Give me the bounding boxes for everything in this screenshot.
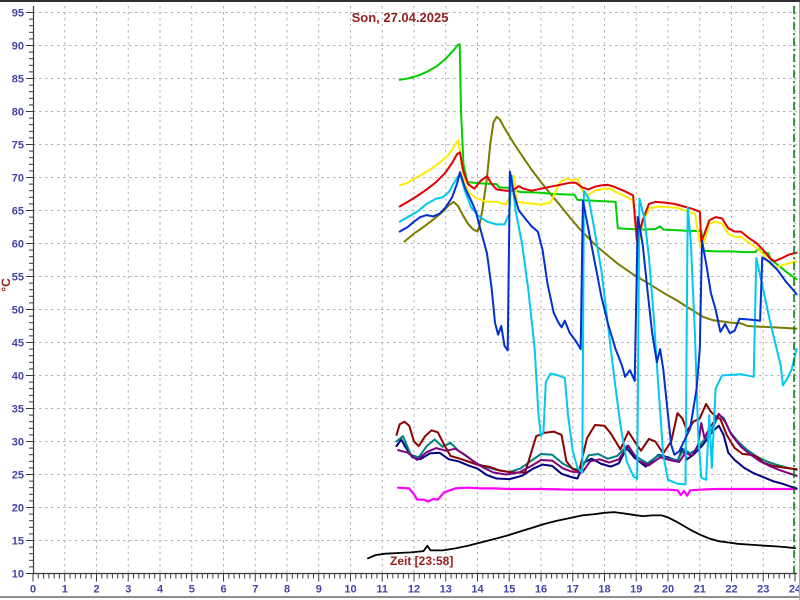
x-tick-label: 24	[789, 584, 800, 596]
x-tick-label: 21	[694, 584, 706, 596]
x-tick-label: 20	[662, 584, 674, 596]
x-tick-label: 6	[220, 584, 226, 596]
series-cyan-curve	[398, 172, 798, 486]
chart-title: Son, 27.04.2025	[351, 10, 449, 25]
x-tick-label: 0	[30, 584, 36, 596]
y-tick-label: 70	[12, 173, 24, 185]
tick-marks	[26, 12, 796, 582]
window-bottom-edge	[0, 596, 800, 598]
y-tick-label: 80	[12, 107, 24, 119]
x-tick-label: 8	[284, 584, 290, 596]
x-tick-label: 3	[125, 584, 131, 596]
x-tick-label: 4	[157, 584, 164, 596]
x-tick-label: 15	[503, 584, 515, 596]
y-tick-label: 35	[12, 404, 24, 416]
x-tick-label: 16	[535, 584, 547, 596]
y-tick-label: 90	[12, 41, 24, 53]
series-group	[367, 43, 798, 560]
x-tick-label: 14	[471, 584, 484, 596]
y-tick-label: 40	[12, 371, 24, 383]
y-tick-label: 15	[12, 536, 24, 548]
series-green-curve	[398, 43, 798, 281]
y-tick-label: 30	[12, 437, 24, 449]
series-yellow-curve	[398, 138, 798, 269]
x-tick-label: 2	[93, 584, 99, 596]
axes	[32, 6, 797, 575]
x-tick-label: 1	[62, 584, 68, 596]
x-tick-label: 11	[376, 584, 388, 596]
series-black-lower-curve	[367, 511, 796, 560]
y-tick-label: 75	[12, 140, 24, 152]
x-tick-label: 18	[598, 584, 610, 596]
x-tick-label: 12	[408, 584, 420, 596]
x-tick-label: 5	[189, 584, 195, 596]
y-tick-label: 55	[12, 272, 24, 284]
y-tick-label: 65	[12, 206, 24, 218]
series-teal-band	[395, 414, 798, 473]
x-tick-label: 13	[440, 584, 452, 596]
y-tick-label: 20	[12, 503, 24, 515]
x-tick-label: 22	[725, 584, 737, 596]
y-axis-unit-label: °C	[0, 278, 13, 292]
y-tick-label: 50	[12, 305, 24, 317]
series-red-curve	[398, 151, 798, 263]
grid-lines	[33, 6, 797, 574]
y-tick-label: 60	[12, 239, 24, 251]
x-tick-label: 10	[344, 584, 356, 596]
series-navy-band	[395, 424, 798, 490]
series-maroon-band	[395, 402, 798, 474]
series-purple-band	[397, 412, 798, 477]
x-tick-label: 23	[757, 584, 769, 596]
y-tick-label: 85	[12, 74, 24, 86]
x-tick-label: 19	[630, 584, 642, 596]
series-olive-curve	[403, 115, 798, 330]
y-tick-label: 10	[12, 569, 24, 581]
y-tick-label: 95	[12, 8, 24, 20]
x-tick-label: 9	[316, 584, 322, 596]
x-axis-time-label: Zeit [23:58]	[390, 554, 454, 568]
x-tick-label: 7	[252, 584, 258, 596]
y-tick-label: 45	[12, 338, 24, 350]
y-tick-label: 25	[12, 470, 24, 482]
series-magenta-flat	[397, 486, 798, 503]
series-blue-curve	[398, 170, 798, 456]
x-tick-label: 17	[567, 584, 579, 596]
